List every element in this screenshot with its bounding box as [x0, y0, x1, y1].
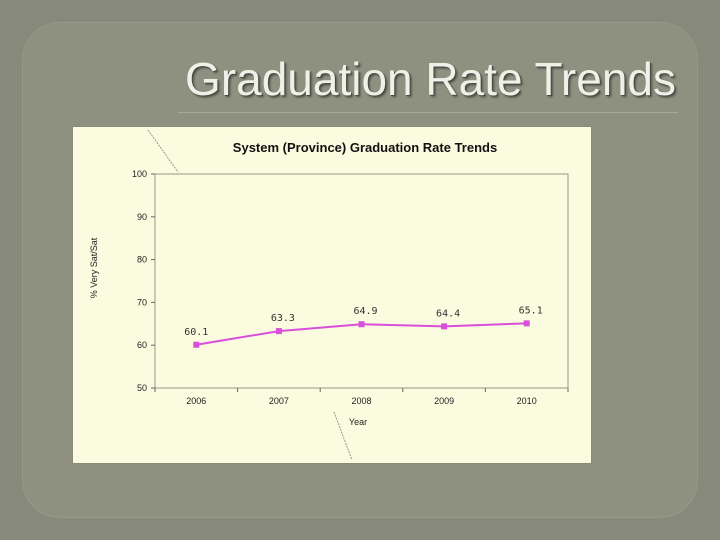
data-label: 60.1: [184, 327, 208, 338]
chart-title: System (Province) Graduation Rate Trends: [232, 140, 498, 155]
title-divider: [178, 112, 678, 113]
x-axis-label: Year: [348, 417, 368, 427]
x-tick-label: 2008: [351, 396, 371, 406]
y-tick-label: 90: [137, 212, 147, 222]
x-tick-label: 2007: [269, 396, 289, 406]
y-tick-label: 50: [137, 383, 147, 393]
data-point: [523, 320, 530, 327]
decorative-slash-line-bottom: [333, 411, 353, 461]
data-label: 64.9: [353, 306, 377, 317]
y-axis-label: % Very Sat/Sat: [89, 237, 99, 299]
data-point: [193, 341, 200, 348]
x-tick-label: 2006: [186, 396, 206, 406]
plot-area: [154, 173, 569, 389]
data-label: 65.1: [519, 305, 543, 316]
x-tick-label: 2010: [517, 396, 537, 406]
slide-title: Graduation Rate Trends: [185, 53, 676, 105]
y-tick-label: 100: [132, 169, 147, 179]
data-point: [358, 321, 365, 328]
x-axis: 2006 2007 2008 2009 2010: [154, 388, 569, 406]
data-label: 63.3: [271, 313, 295, 324]
y-tick-label: 70: [137, 297, 147, 307]
data-points: [193, 320, 530, 348]
data-point: [275, 328, 282, 335]
x-tick-label: 2009: [434, 396, 454, 406]
data-labels: 60.1 63.3 64.9 64.4 65.1: [184, 305, 542, 337]
y-axis: 50 60 70 80 90 100: [132, 169, 155, 393]
data-label: 64.4: [436, 308, 460, 319]
y-tick-label: 80: [137, 255, 147, 265]
y-tick-label: 60: [137, 340, 147, 350]
decorative-slash-line-top: [147, 129, 179, 173]
data-point: [441, 323, 448, 330]
